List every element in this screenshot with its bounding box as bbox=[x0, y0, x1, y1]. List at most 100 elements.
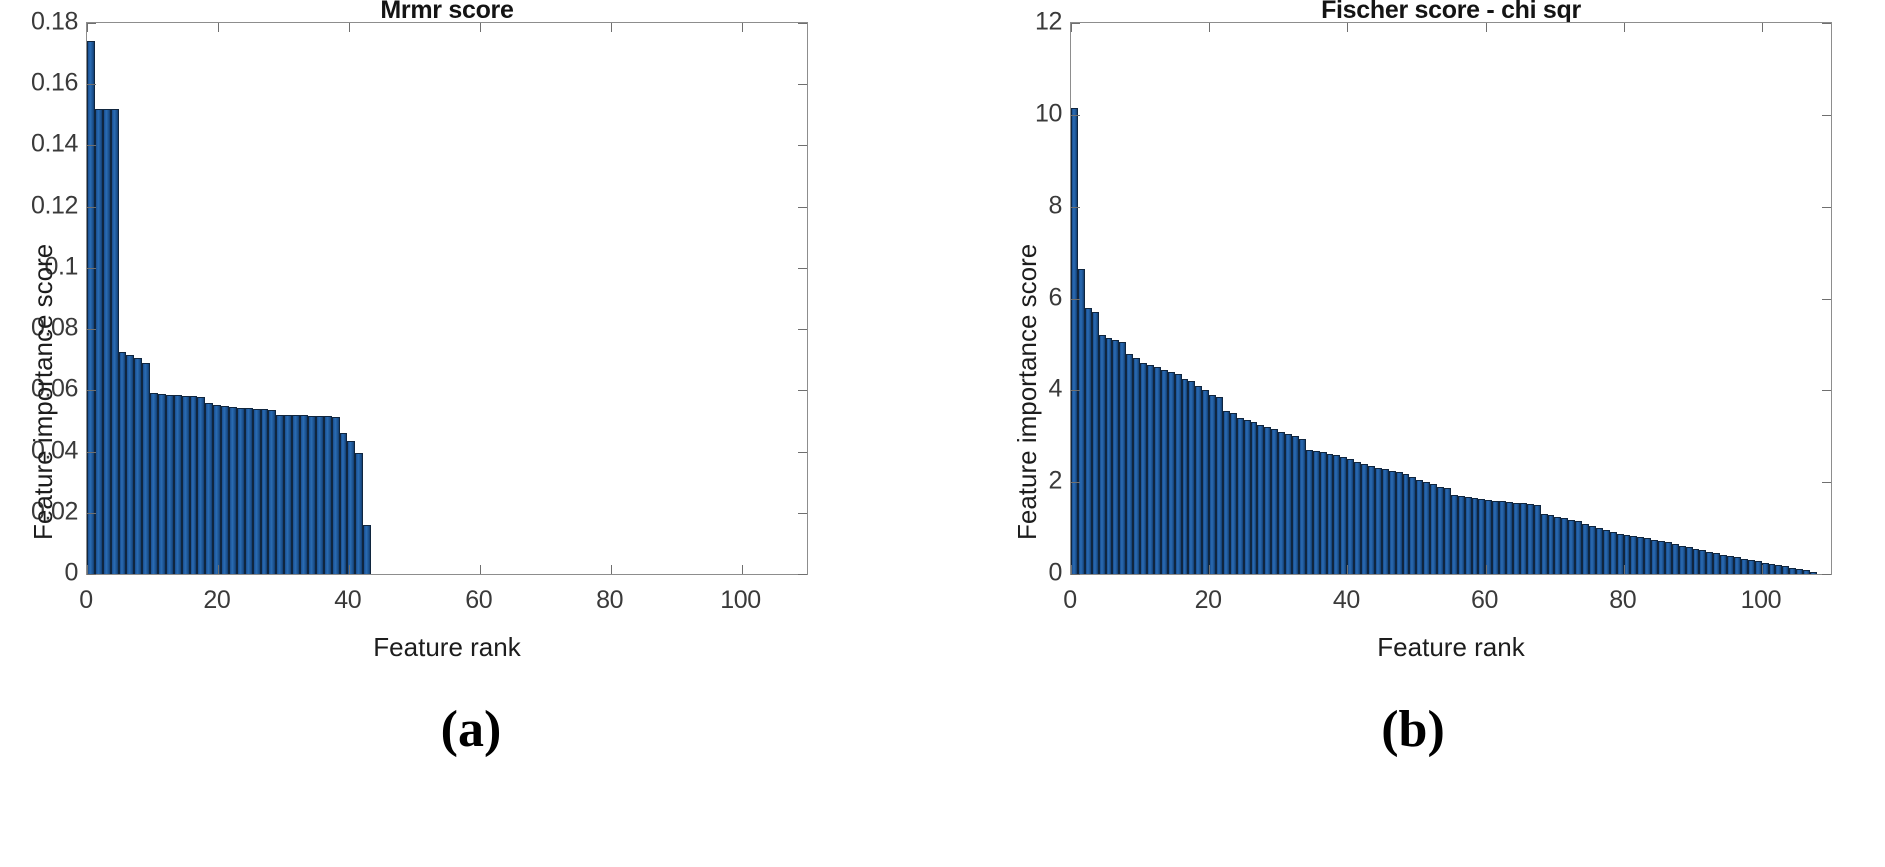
y-tick-label: 10 bbox=[1034, 99, 1062, 128]
y-tick-mark-right bbox=[798, 84, 807, 86]
bar bbox=[158, 394, 166, 574]
bar bbox=[1658, 540, 1665, 574]
y-tick-label: 0.1 bbox=[44, 252, 78, 281]
bar bbox=[1651, 539, 1659, 574]
bar bbox=[1264, 427, 1272, 574]
y-tick-mark-right bbox=[798, 451, 807, 453]
x-tick-mark-top bbox=[741, 23, 743, 32]
bar bbox=[1312, 450, 1320, 574]
bar bbox=[339, 433, 348, 574]
bar bbox=[1713, 553, 1721, 574]
bar bbox=[1443, 487, 1451, 574]
y-tick-label: 0 bbox=[1048, 558, 1062, 587]
y-tick-mark bbox=[1071, 482, 1080, 484]
x-tick-label: 80 bbox=[1609, 586, 1637, 614]
panel-label-b: (b) bbox=[1381, 701, 1445, 758]
y-tick-mark-right bbox=[1822, 298, 1831, 300]
y-tick-mark bbox=[1071, 23, 1080, 24]
bar bbox=[1209, 394, 1217, 574]
bar bbox=[1630, 536, 1638, 574]
bar bbox=[1354, 461, 1362, 574]
bar bbox=[1388, 470, 1396, 574]
x-tick-mark-top bbox=[217, 23, 219, 32]
y-tick-mark-right bbox=[1822, 23, 1831, 24]
bar bbox=[300, 415, 308, 574]
x-tick-mark-top bbox=[1071, 23, 1072, 32]
bar bbox=[284, 415, 293, 574]
bar bbox=[1734, 557, 1741, 574]
bar bbox=[1243, 420, 1251, 574]
y-tick-mark bbox=[87, 574, 96, 575]
bar bbox=[1174, 374, 1182, 574]
bar bbox=[1533, 505, 1541, 574]
y-tick-mark-right bbox=[1822, 482, 1831, 484]
bar bbox=[331, 416, 340, 574]
bar bbox=[1478, 498, 1486, 574]
x-tick-mark-top bbox=[1623, 23, 1625, 32]
bar bbox=[87, 41, 95, 574]
plot-area-a bbox=[86, 22, 808, 575]
bar bbox=[1105, 337, 1113, 574]
y-tick-mark bbox=[1071, 390, 1080, 392]
y-tick-mark-right bbox=[1822, 206, 1831, 208]
bar bbox=[1513, 502, 1520, 574]
bar bbox=[1740, 558, 1748, 574]
bar bbox=[1098, 335, 1106, 574]
bar bbox=[363, 525, 372, 574]
y-tick-mark bbox=[87, 512, 96, 514]
y-tick-mark-right bbox=[798, 267, 807, 269]
bar-series-a bbox=[87, 23, 807, 574]
bar bbox=[110, 108, 119, 574]
bar bbox=[1202, 390, 1210, 574]
x-tick-mark bbox=[479, 565, 481, 574]
bar bbox=[1450, 495, 1458, 574]
x-tick-label: 20 bbox=[203, 586, 231, 614]
bar bbox=[1796, 568, 1804, 574]
bar bbox=[165, 394, 174, 574]
x-tick-label: 0 bbox=[1063, 586, 1077, 614]
x-tick-mark-top bbox=[479, 23, 481, 32]
bar bbox=[1568, 519, 1576, 574]
y-tick-label: 0.14 bbox=[30, 129, 78, 158]
y-tick-mark bbox=[87, 206, 96, 208]
y-tick-label: 8 bbox=[1048, 191, 1062, 220]
x-tick-mark bbox=[741, 565, 743, 574]
bar bbox=[1720, 554, 1728, 574]
bar bbox=[1789, 567, 1797, 574]
x-tick-label: 60 bbox=[465, 586, 493, 614]
bar bbox=[1285, 433, 1292, 574]
bar bbox=[1216, 397, 1223, 574]
bar bbox=[1347, 459, 1355, 574]
bar bbox=[1492, 500, 1500, 574]
bar bbox=[118, 352, 127, 574]
bar bbox=[1160, 369, 1168, 574]
y-tick-mark-right bbox=[798, 512, 807, 514]
y-tick-mark bbox=[87, 267, 96, 269]
x-tick-mark bbox=[1761, 565, 1763, 574]
bar bbox=[1112, 339, 1120, 574]
bar bbox=[323, 416, 332, 574]
bar bbox=[1236, 417, 1244, 574]
x-tick-mark bbox=[1071, 565, 1072, 574]
x-tick-label: 100 bbox=[720, 586, 761, 614]
bar bbox=[1167, 371, 1175, 574]
x-tick-mark-top bbox=[610, 23, 612, 32]
y-tick-label: 0.12 bbox=[30, 191, 78, 220]
x-tick-mark-top bbox=[1209, 23, 1211, 32]
x-tick-label: 100 bbox=[1740, 586, 1782, 614]
bar bbox=[315, 416, 324, 574]
x-tick-label: 20 bbox=[1194, 586, 1222, 614]
y-tick-mark bbox=[1071, 206, 1080, 208]
bar bbox=[1367, 466, 1375, 574]
x-tick-mark bbox=[1485, 565, 1487, 574]
chart-title-a: Mrmr score bbox=[380, 0, 514, 24]
bar bbox=[236, 407, 245, 574]
x-tick-mark bbox=[348, 565, 350, 574]
y-tick-mark-right bbox=[798, 145, 807, 147]
bar bbox=[1678, 545, 1686, 574]
y-tick-label: 0.06 bbox=[30, 374, 78, 403]
bar bbox=[1575, 521, 1583, 574]
bar bbox=[197, 397, 206, 574]
x-tick-label: 60 bbox=[1471, 586, 1499, 614]
